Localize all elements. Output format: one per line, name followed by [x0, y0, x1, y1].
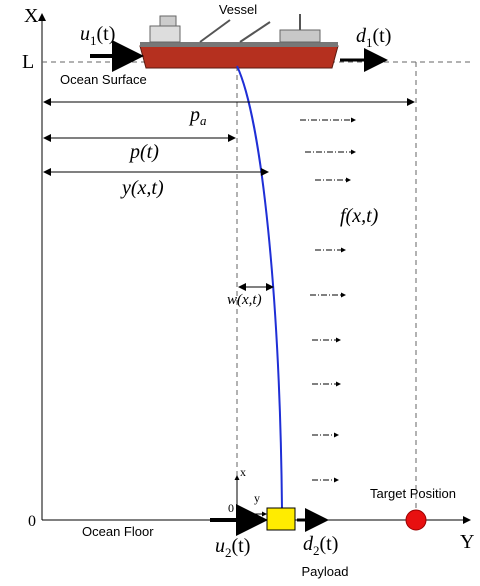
d2-label: d2(t) [303, 533, 338, 558]
local-origin: 0 [228, 501, 234, 515]
y-axis-label: Y [460, 531, 474, 553]
payload-label: Payload [302, 564, 349, 579]
p-label: p(t) [128, 141, 159, 163]
x-axis-label: X [24, 5, 39, 27]
target [406, 510, 426, 530]
vessel [140, 14, 338, 68]
load-arrows [300, 120, 355, 480]
u2-label: u2(t) [215, 535, 250, 560]
riser [237, 66, 282, 510]
payload [267, 508, 295, 530]
local-x-label: x [240, 465, 246, 479]
u1-label: u1(t) [80, 23, 115, 48]
diagram: X L 0 Y Vessel u1(t) d1(t) Ocean Surface… [0, 0, 480, 586]
local-y-label: y [254, 491, 260, 505]
ocean-floor-label: Ocean Floor [82, 524, 154, 539]
d1-label: d1(t) [356, 25, 391, 50]
ocean-surface-label: Ocean Surface [60, 72, 147, 87]
surface-level: L [22, 51, 34, 73]
origin: 0 [28, 513, 36, 530]
w-label: w(x,t) [227, 292, 262, 308]
pa-label: pa [188, 104, 207, 128]
load-label: f(x,t) [340, 205, 379, 227]
target-label: Target Position [370, 486, 456, 501]
y-label: y(x,t) [120, 177, 164, 199]
vessel-label: Vessel [219, 2, 257, 17]
